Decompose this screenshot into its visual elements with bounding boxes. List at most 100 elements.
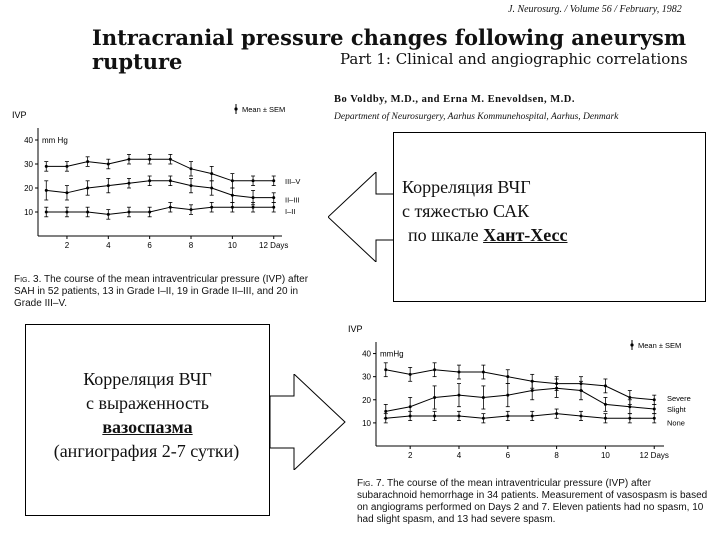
y-tick-label: 20 [362, 396, 371, 405]
series-label: Slight [667, 405, 687, 414]
data-point [272, 196, 276, 200]
data-point [230, 193, 234, 197]
data-point [628, 416, 632, 420]
series-label: III–V [285, 177, 300, 186]
series-line [46, 206, 274, 215]
data-point [628, 405, 632, 409]
x-tick-label: 10 [601, 451, 610, 460]
data-point [210, 172, 214, 176]
data-point [506, 414, 510, 418]
callout-bottom-line-1: Корреляция ВЧГ [83, 369, 212, 389]
callout-bottom-emphasis: вазоспазма [102, 417, 193, 437]
figure-3-chart: IVP mm Hg 10 20 30 40 2 4 6 8 10 12 Days Mean ± SEM I… [12, 104, 300, 250]
figure-7-chart: IVP mmHg 10 20 30 40 2 4 6 8 10 12 Days Mean ± SEM Se… [348, 324, 691, 460]
data-point [384, 416, 388, 420]
data-point [384, 368, 388, 372]
data-point [384, 409, 388, 413]
data-point [189, 184, 193, 188]
data-point [481, 416, 485, 420]
x-tick-label: 6 [506, 451, 511, 460]
data-point [555, 386, 559, 390]
series-line [385, 387, 655, 412]
data-point [555, 412, 559, 416]
y-tick-label: 10 [24, 208, 33, 217]
arrow-right-icon [270, 374, 346, 470]
series-line [46, 180, 274, 199]
figure-3-caption-label: Fig. 3. [14, 274, 42, 285]
data-point [652, 407, 656, 411]
legend-text: Mean ± SEM [638, 341, 681, 350]
data-point [433, 368, 437, 372]
series-label: None [667, 418, 685, 427]
x-tick-label: 2 [408, 451, 413, 460]
data-point [603, 402, 607, 406]
data-point [210, 205, 214, 209]
callout-top-line-1: Корреляция ВЧГ [402, 177, 531, 197]
data-point [168, 179, 172, 183]
series-line [46, 158, 274, 182]
legend-marker-icon [234, 107, 238, 111]
data-point [86, 160, 90, 164]
data-point [481, 370, 485, 374]
callout-hunt-hess: Корреляция ВЧГ с тяжестью САК по шкале Х… [393, 132, 706, 302]
x-tick-label: 2 [65, 241, 70, 250]
data-point [86, 186, 90, 190]
callout-bottom-line-4: (ангиография 2-7 сутки) [53, 441, 240, 461]
series-label: Severe [667, 394, 691, 403]
data-point [579, 414, 583, 418]
x-tick-label: 6 [147, 241, 152, 250]
data-point [628, 395, 632, 399]
data-point [148, 179, 152, 183]
paper-subtitle: Part 1: Clinical and angiographic correl… [340, 50, 688, 68]
title-line-1: Intracranial pressure changes following … [92, 25, 687, 50]
callout-top-line-2: с тяжестью САК [402, 201, 530, 221]
data-point [652, 398, 656, 402]
legend-text: Mean ± SEM [242, 105, 285, 114]
paper-title: Intracranial pressure changes following … [92, 26, 686, 74]
data-point [127, 210, 131, 214]
data-point [148, 157, 152, 161]
x-tick-label: 8 [189, 241, 194, 250]
figure-7-caption-text: The course of the mean intraventricular … [357, 478, 708, 525]
y-tick-label: 30 [362, 373, 371, 382]
data-point [44, 188, 48, 192]
data-point [168, 157, 172, 161]
data-point [530, 414, 534, 418]
data-point [127, 181, 131, 185]
data-point [530, 389, 534, 393]
unit-label: mmHg [380, 350, 404, 359]
journal-header: J. Neurosurg. / Volume 56 / February, 19… [508, 4, 682, 15]
data-point [106, 162, 110, 166]
data-point [44, 210, 48, 214]
data-point [457, 393, 461, 397]
data-point [251, 179, 255, 183]
data-point [210, 186, 214, 190]
figure-3-caption: Fig. 3. The course of the mean intravent… [14, 274, 314, 310]
x-tick-label: 12 Days [640, 451, 669, 460]
legend-marker-icon [630, 343, 634, 347]
callout-top-emphasis: Хант-Хесс [483, 225, 568, 245]
data-point [579, 389, 583, 393]
data-point [408, 414, 412, 418]
x-tick-label: 10 [228, 241, 237, 250]
department: Department of Neurosurgery, Aarhus Kommu… [334, 112, 619, 122]
y-tick-label: 30 [24, 160, 33, 169]
callout-vasospasm: Корреляция ВЧГ с выраженность вазоспазма… [25, 324, 270, 516]
series-line [385, 413, 655, 419]
y-axis-label: IVP [12, 110, 27, 120]
data-point [230, 205, 234, 209]
x-tick-label: 4 [457, 451, 462, 460]
data-point [433, 414, 437, 418]
data-point [86, 210, 90, 214]
data-point [44, 164, 48, 168]
data-point [148, 210, 152, 214]
data-point [481, 395, 485, 399]
data-point [652, 416, 656, 420]
arrow-left-icon [328, 172, 395, 262]
x-tick-label: 4 [106, 241, 111, 250]
figure-7-caption: Fig. 7. The course of the mean intravent… [357, 478, 712, 526]
data-point [408, 405, 412, 409]
y-tick-label: 40 [362, 350, 371, 359]
data-point [272, 179, 276, 183]
data-point [603, 384, 607, 388]
